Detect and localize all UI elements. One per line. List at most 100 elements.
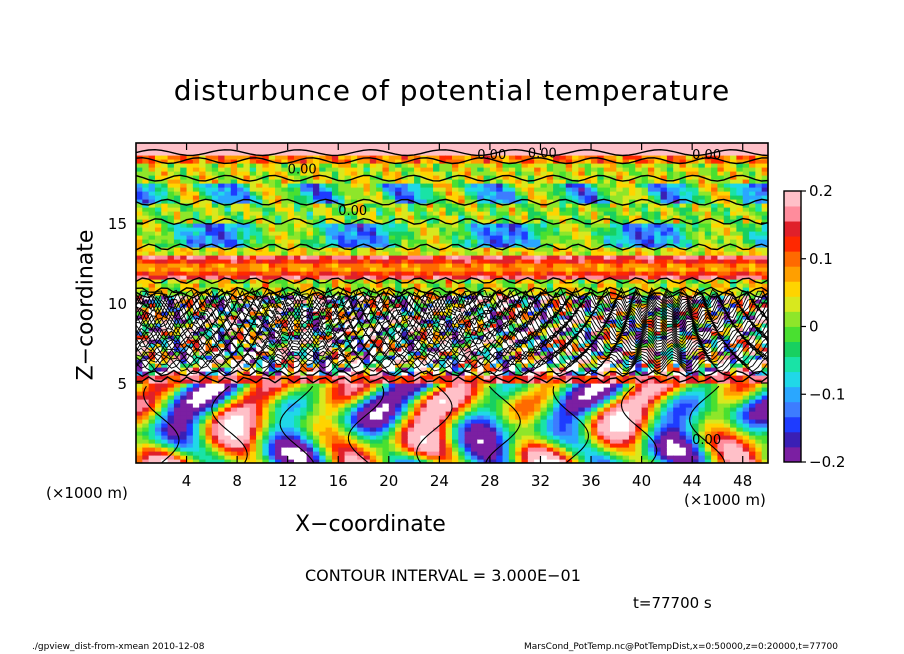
- heatmap-cell: [395, 219, 403, 224]
- heatmap-cell: [376, 311, 384, 316]
- heatmap-cell: [477, 331, 485, 336]
- heatmap-cell: [312, 339, 320, 344]
- heatmap-cell: [521, 231, 529, 236]
- heatmap-cell: [218, 283, 226, 288]
- heatmap-cell: [515, 459, 523, 463]
- heatmap-cell: [211, 335, 219, 340]
- heatmap-cell: [173, 367, 181, 372]
- heatmap-cell: [205, 235, 213, 240]
- heatmap-cell: [287, 219, 295, 224]
- heatmap-cell: [312, 307, 320, 312]
- heatmap-cell: [262, 351, 270, 356]
- heatmap-cell: [167, 331, 175, 336]
- heatmap-cell: [445, 199, 453, 204]
- heatmap-cell: [401, 403, 409, 408]
- heatmap-cell: [376, 163, 384, 168]
- heatmap-cell: [243, 267, 251, 272]
- heatmap-cell: [218, 383, 226, 388]
- heatmap-cell: [426, 447, 434, 452]
- heatmap-cell: [515, 199, 523, 204]
- heatmap-cell: [319, 439, 327, 444]
- heatmap-cell: [268, 395, 276, 400]
- heatmap-cell: [230, 323, 238, 328]
- heatmap-cell: [173, 171, 181, 176]
- heatmap-cell: [458, 395, 466, 400]
- heatmap-cell: [275, 187, 282, 192]
- heatmap-cell: [433, 239, 440, 244]
- heatmap-cell: [294, 395, 301, 400]
- heatmap-cell: [458, 223, 466, 228]
- heatmap-cell: [294, 391, 301, 396]
- heatmap-cell: [344, 219, 352, 224]
- heatmap-cell: [180, 447, 188, 452]
- heatmap-cell: [186, 159, 194, 164]
- heatmap-cell: [414, 231, 421, 236]
- heatmap-cell: [433, 159, 440, 164]
- heatmap-cell: [287, 315, 295, 320]
- heatmap-cell: [275, 195, 282, 200]
- heatmap-cell: [464, 395, 472, 400]
- heatmap-cell: [489, 427, 497, 432]
- heatmap-cell: [224, 403, 232, 408]
- heatmap-cell: [262, 399, 270, 404]
- heatmap-cell: [470, 359, 478, 364]
- heatmap-cell: [154, 367, 162, 372]
- heatmap-cell: [136, 355, 143, 360]
- heatmap-cell: [496, 375, 504, 380]
- heatmap-cell: [224, 451, 232, 456]
- heatmap-cell: [426, 251, 434, 256]
- heatmap-cell: [275, 411, 282, 416]
- heatmap-cell: [294, 431, 301, 436]
- heatmap-cell: [218, 443, 226, 448]
- heatmap-cell: [458, 439, 466, 444]
- heatmap-cell: [199, 359, 207, 364]
- heatmap-cell: [414, 183, 421, 188]
- heatmap-cell: [256, 279, 263, 284]
- heatmap-cell: [496, 251, 504, 256]
- heatmap-cell: [489, 155, 497, 160]
- heatmap-cell: [420, 407, 428, 412]
- heatmap-cell: [382, 435, 390, 440]
- heatmap-cell: [205, 423, 213, 428]
- heatmap-cell: [515, 191, 523, 196]
- heatmap-cell: [477, 311, 485, 316]
- heatmap-cell: [287, 259, 295, 264]
- heatmap-cell: [344, 299, 352, 304]
- heatmap-cell: [268, 143, 276, 148]
- heatmap-cell: [161, 415, 169, 420]
- heatmap-cell: [173, 295, 181, 300]
- heatmap-cell: [312, 151, 320, 156]
- heatmap-cell: [237, 247, 245, 252]
- heatmap-cell: [420, 431, 428, 436]
- heatmap-cell: [167, 287, 175, 292]
- heatmap-cell: [224, 303, 232, 308]
- heatmap-cell: [142, 219, 150, 224]
- heatmap-cell: [281, 327, 289, 332]
- heatmap-cell: [433, 451, 440, 456]
- heatmap-cell: [218, 399, 226, 404]
- heatmap-cell: [445, 419, 453, 424]
- heatmap-cell: [369, 415, 377, 420]
- heatmap-cell: [186, 263, 194, 268]
- heatmap-cell: [136, 363, 143, 368]
- heatmap-cell: [180, 367, 188, 372]
- heatmap-cell: [192, 271, 200, 276]
- heatmap-cell: [243, 335, 251, 340]
- heatmap-cell: [477, 403, 485, 408]
- heatmap-cell: [211, 231, 219, 236]
- heatmap-cell: [458, 391, 466, 396]
- heatmap-cell: [420, 439, 428, 444]
- heatmap-cell: [433, 315, 440, 320]
- heatmap-cell: [344, 147, 352, 152]
- heatmap-cell: [338, 263, 346, 268]
- heatmap-cell: [319, 283, 327, 288]
- heatmap-cell: [256, 191, 263, 196]
- heatmap-cell: [287, 279, 295, 284]
- heatmap-cell: [173, 211, 181, 216]
- heatmap-cell: [300, 279, 308, 284]
- heatmap-cell: [237, 455, 245, 460]
- heatmap-cell: [136, 159, 143, 164]
- heatmap-cell: [300, 183, 308, 188]
- heatmap-cell: [237, 179, 245, 184]
- heatmap-cell: [502, 387, 510, 392]
